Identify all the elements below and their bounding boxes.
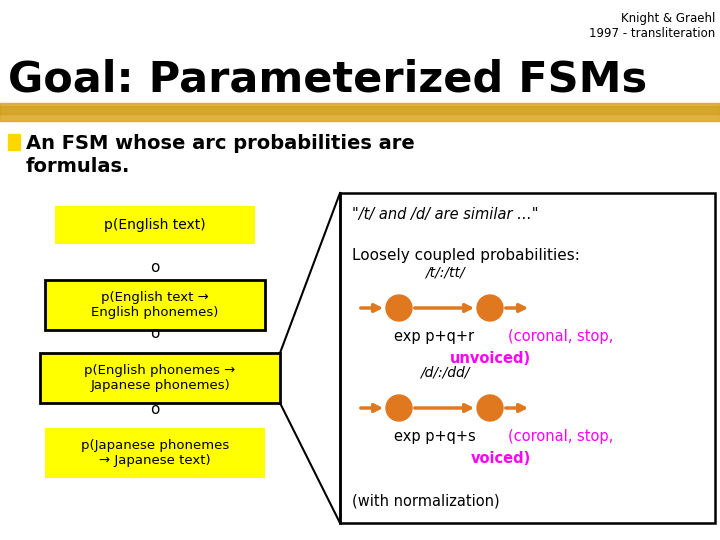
Bar (340, 193, 715, 523)
Text: (coronal, stop,: (coronal, stop, (508, 329, 613, 344)
Text: o: o (150, 402, 160, 417)
Text: p(English text): p(English text) (104, 218, 206, 232)
Bar (40, 353, 280, 403)
Text: o: o (150, 260, 160, 274)
Bar (8, 134, 20, 150)
Bar (55, 206, 255, 244)
Text: "/t/ and /d/ are similar …": "/t/ and /d/ are similar …" (352, 207, 539, 222)
Text: An FSM whose arc probabilities are: An FSM whose arc probabilities are (26, 134, 415, 153)
Circle shape (386, 295, 412, 321)
Text: p(English phonemes →
Japanese phonemes): p(English phonemes → Japanese phonemes) (84, 364, 235, 392)
Circle shape (386, 395, 412, 421)
Bar (45, 428, 265, 478)
Circle shape (477, 395, 503, 421)
Text: formulas.: formulas. (26, 157, 130, 176)
Text: (with normalization): (with normalization) (352, 494, 500, 509)
Bar (0, 103, 720, 121)
Text: exp p+q+r: exp p+q+r (394, 329, 474, 344)
Bar (45, 280, 265, 330)
Text: p(Japanese phonemes
→ Japanese text): p(Japanese phonemes → Japanese text) (81, 439, 229, 467)
Text: exp p+q+s: exp p+q+s (394, 429, 476, 444)
Text: Goal: Parameterized FSMs: Goal: Parameterized FSMs (8, 58, 647, 100)
Text: unvoiced): unvoiced) (450, 351, 531, 366)
Text: voiced): voiced) (471, 451, 531, 466)
Text: p(English text →
English phonemes): p(English text → English phonemes) (91, 291, 219, 319)
Text: (coronal, stop,: (coronal, stop, (508, 429, 613, 444)
Text: Knight & Graehl
1997 - transliteration: Knight & Graehl 1997 - transliteration (589, 12, 715, 40)
Bar (0, 106, 720, 114)
Text: /d/:/dd/: /d/:/dd/ (420, 366, 469, 380)
Text: /t/:/tt/: /t/:/tt/ (425, 266, 464, 280)
Circle shape (477, 295, 503, 321)
Text: o: o (150, 327, 160, 341)
Text: Loosely coupled probabilities:: Loosely coupled probabilities: (352, 248, 580, 263)
